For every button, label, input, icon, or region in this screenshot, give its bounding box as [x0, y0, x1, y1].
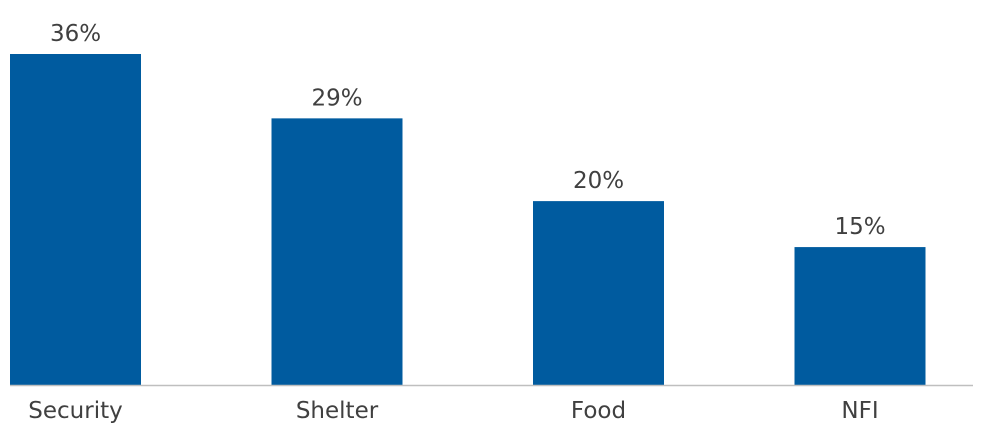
bars — [10, 54, 926, 385]
bar-food — [533, 201, 664, 385]
tick-label-shelter: Shelter — [296, 398, 379, 423]
tick-label-security: Security — [28, 398, 122, 423]
data-label-shelter: 29% — [311, 85, 362, 111]
tick-label-nfi: NFI — [841, 398, 878, 423]
bar-nfi — [794, 247, 926, 385]
data-label-security: 36% — [50, 21, 101, 47]
x-tick-labels: Security Shelter Food NFI — [28, 398, 878, 423]
data-label-nfi: 15% — [834, 214, 885, 240]
data-label-food: 20% — [573, 168, 624, 194]
tick-label-food: Food — [571, 398, 626, 423]
bar-security — [10, 54, 141, 385]
bar-shelter — [271, 118, 403, 385]
data-labels: 36% 29% 20% 15% — [50, 21, 886, 240]
